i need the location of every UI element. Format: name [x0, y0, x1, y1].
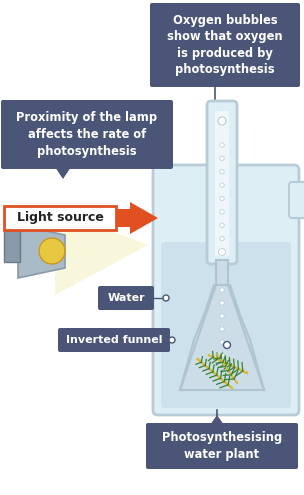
Text: Proximity of the lamp
affects the rate of
photosynthesis: Proximity of the lamp affects the rate o… — [16, 111, 157, 157]
Text: Light source: Light source — [16, 211, 103, 225]
Text: Water: Water — [107, 293, 145, 303]
Circle shape — [220, 197, 224, 200]
Circle shape — [220, 183, 224, 187]
Text: Photosynthesising
water plant: Photosynthesising water plant — [162, 431, 282, 461]
FancyBboxPatch shape — [207, 101, 237, 264]
FancyBboxPatch shape — [98, 286, 154, 310]
Circle shape — [220, 314, 224, 318]
Circle shape — [220, 288, 224, 292]
FancyBboxPatch shape — [1, 100, 173, 169]
FancyBboxPatch shape — [58, 328, 170, 352]
Circle shape — [220, 301, 224, 305]
Text: Inverted funnel: Inverted funnel — [66, 335, 162, 345]
Circle shape — [169, 337, 175, 343]
Circle shape — [218, 117, 226, 125]
FancyArrow shape — [10, 202, 158, 234]
FancyBboxPatch shape — [4, 206, 116, 230]
Circle shape — [220, 340, 224, 344]
Polygon shape — [210, 415, 224, 425]
Text: Oxygen bubbles
show that oxygen
is produced by
photosynthesis: Oxygen bubbles show that oxygen is produ… — [167, 14, 283, 76]
FancyBboxPatch shape — [161, 242, 291, 408]
Bar — [215, 111, 229, 256]
Circle shape — [220, 223, 224, 227]
Circle shape — [220, 143, 224, 147]
FancyBboxPatch shape — [289, 182, 304, 218]
Polygon shape — [55, 167, 71, 179]
Circle shape — [220, 237, 224, 241]
Circle shape — [220, 170, 224, 174]
Polygon shape — [18, 225, 65, 278]
FancyBboxPatch shape — [146, 423, 298, 469]
Circle shape — [39, 238, 65, 264]
Polygon shape — [55, 210, 148, 295]
Bar — [216, 260, 228, 285]
Bar — [4, 230, 20, 262]
Circle shape — [219, 248, 226, 255]
Circle shape — [220, 156, 224, 160]
Circle shape — [220, 327, 224, 331]
Circle shape — [163, 295, 169, 301]
Circle shape — [220, 353, 224, 357]
Circle shape — [223, 342, 230, 348]
FancyBboxPatch shape — [153, 165, 299, 415]
FancyBboxPatch shape — [150, 3, 300, 87]
Polygon shape — [180, 285, 264, 390]
Circle shape — [220, 210, 224, 214]
